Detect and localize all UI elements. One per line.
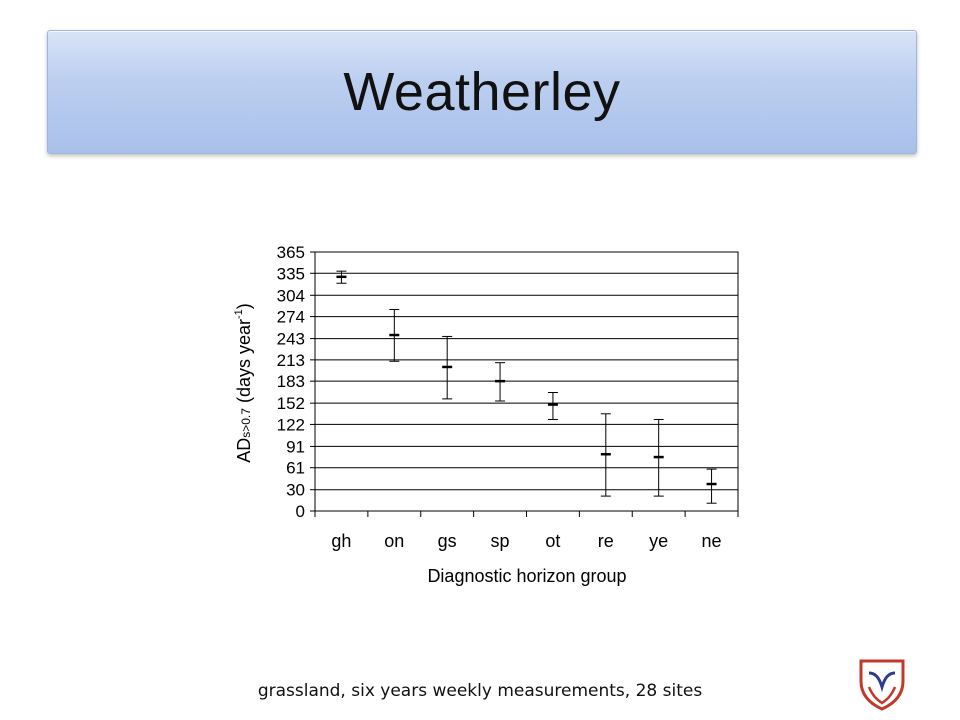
- x-tick-label: on: [384, 531, 404, 551]
- university-logo-icon: [859, 659, 905, 711]
- slide-caption: grassland, six years weekly measurements…: [257, 681, 703, 701]
- x-tick-label: ne: [702, 531, 722, 551]
- y-axis-label: ADs>0.7 (days year-1): [233, 303, 254, 463]
- y-tick-label: 152: [277, 394, 305, 413]
- x-axis-ticks: gh on gs sp ot re ye ne: [314, 511, 739, 551]
- chart-grid: [315, 251, 738, 512]
- y-tick-label: 183: [277, 372, 305, 391]
- x-tick-label: gs: [438, 531, 457, 551]
- y-tick-label: 274: [277, 308, 305, 327]
- x-tick-label: gh: [331, 531, 351, 551]
- y-tick-label: 365: [277, 243, 305, 262]
- y-tick-label: 304: [277, 286, 305, 305]
- y-tick-label: 213: [277, 351, 305, 370]
- y-tick-label: 0: [296, 502, 305, 521]
- y-tick-label: 61: [286, 459, 305, 478]
- slide-title: Weatherley: [343, 62, 621, 122]
- title-banner: Weatherley: [47, 30, 917, 154]
- y-tick-label: 243: [277, 330, 305, 349]
- y-tick-label: 91: [286, 437, 305, 456]
- y-axis-ticks: 0 30 61 91 122 152 183 213 243 274 304 335 365: [277, 243, 315, 521]
- y-tick-label: 122: [277, 415, 305, 434]
- x-tick-label: ye: [649, 531, 668, 551]
- x-tick-label: ot: [545, 531, 560, 551]
- x-tick-label: re: [598, 531, 614, 551]
- y-tick-label: 30: [286, 481, 305, 500]
- data-marks: [336, 270, 717, 504]
- x-tick-label: sp: [491, 531, 510, 551]
- y-tick-label: 335: [277, 264, 305, 283]
- x-axis-label: Diagnostic horizon group: [427, 566, 626, 586]
